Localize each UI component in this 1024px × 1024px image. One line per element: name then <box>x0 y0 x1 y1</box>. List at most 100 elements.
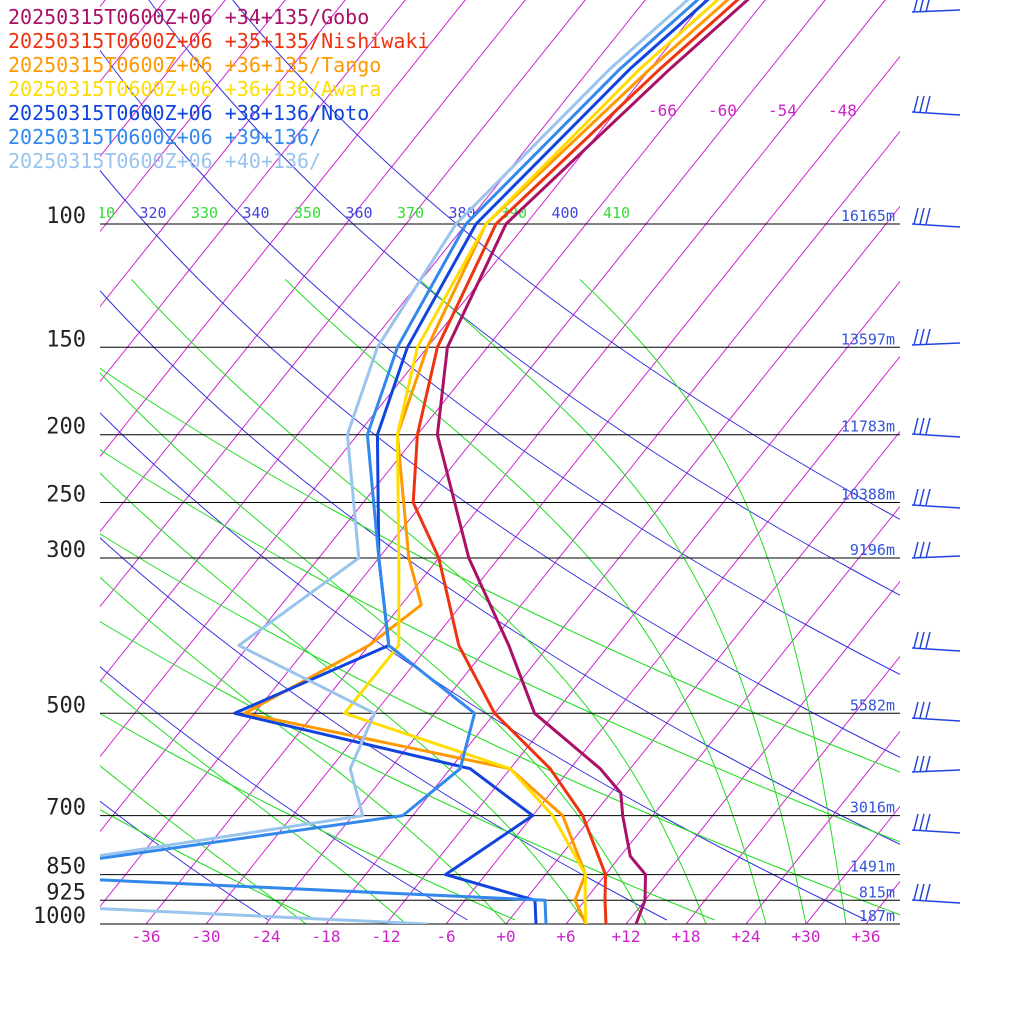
pressure-label: 850 <box>46 855 86 880</box>
series-line <box>243 0 730 924</box>
pressure-label: 500 <box>46 693 86 718</box>
isotherm-line <box>100 0 286 233</box>
height-label: 815m <box>859 883 895 901</box>
wind-barb <box>911 813 961 834</box>
wind-barb <box>911 883 961 904</box>
series-line <box>100 0 690 924</box>
x-tick-labels: -36 -30 -24 -18 -12 -6 +0 +6 +12 +18 +24 +30 +36 <box>132 927 881 946</box>
height-label: 3016m <box>850 799 895 817</box>
series-line <box>100 0 700 924</box>
theta-label: 350 <box>294 204 321 222</box>
moist-adiabat-line <box>100 621 715 921</box>
isotherm-line <box>385 280 900 924</box>
wind-barb <box>911 417 961 438</box>
series-line <box>343 0 720 924</box>
dry-adiabat-line <box>148 0 900 596</box>
height-label: 187m <box>859 907 895 925</box>
moist-adiabat-line <box>100 449 900 843</box>
x-tick-label: +6 <box>556 927 575 946</box>
isotherm-line <box>100 0 346 308</box>
isobar-lines <box>100 223 900 925</box>
moist-adiabat-line <box>100 679 407 924</box>
top-isotherm-labels: -66 -60 -54 -48 <box>648 101 857 120</box>
theta-label: 360 <box>346 204 373 222</box>
pressure-label: 100 <box>46 204 86 229</box>
legend-entry: 20250315T0600Z+06 +36+135/Tango <box>8 53 381 77</box>
height-label: 10388m <box>841 486 895 504</box>
dry-adiabat-line <box>232 0 900 520</box>
isotherm-line <box>265 130 900 924</box>
isotherm-line <box>445 355 900 924</box>
x-tick-label: +18 <box>672 927 701 946</box>
moist-adiabat-line <box>100 533 900 916</box>
moist-adiabat-line <box>100 712 516 921</box>
theta-label: 310 <box>88 204 115 222</box>
theta-label: 410 <box>603 204 630 222</box>
isotherm-line <box>865 880 900 924</box>
pressure-label: 200 <box>46 415 86 440</box>
height-label: 5582m <box>850 696 895 714</box>
height-label: 11783m <box>841 418 895 436</box>
wind-barb <box>911 755 961 773</box>
wind-barb <box>911 328 961 346</box>
wind-barb <box>911 95 961 116</box>
legend: 20250315T0600Z+06 +34+135/Gobo20250315T0… <box>8 5 429 173</box>
isotherm-line <box>625 580 900 924</box>
wind-barb <box>911 488 961 509</box>
theta-label: 330 <box>191 204 218 222</box>
wind-barbs <box>911 0 961 904</box>
isotherm-label: -54 <box>768 101 797 120</box>
height-labels: 16165m 13597m 11783m 10388m 9196m 5582m 3016m 1… <box>841 207 895 925</box>
x-tick-label: -36 <box>132 927 161 946</box>
isotherm-line <box>745 730 900 924</box>
x-tick-label: +0 <box>496 927 515 946</box>
wind-barb <box>911 631 961 652</box>
series-line <box>411 0 740 924</box>
dry-adiabat-line <box>100 290 900 845</box>
dry-adiabat-line <box>100 49 900 676</box>
x-tick-label: +24 <box>732 927 761 946</box>
theta-labels: 310 320 330 340 350 360 370 380 390 400 410 <box>88 204 630 222</box>
isotherm-line <box>805 805 900 924</box>
isotherm-line <box>565 505 900 924</box>
x-tick-label: -18 <box>312 927 341 946</box>
moist-adiabat-line <box>284 279 767 924</box>
wind-barb <box>911 207 961 228</box>
legend-entry: 20250315T0600Z+06 +38+136/Noto <box>8 101 369 125</box>
isotherm-line <box>685 655 900 924</box>
x-tick-label: +36 <box>852 927 881 946</box>
pressure-label: 250 <box>46 483 86 508</box>
isotherm-line <box>986 0 1024 924</box>
sounding-series <box>100 0 750 924</box>
theta-label: 340 <box>243 204 270 222</box>
moist-adiabat-line <box>100 372 647 924</box>
isotherm-line <box>100 0 406 383</box>
moist-adiabat-line <box>100 765 307 924</box>
moist-adiabat-line <box>418 279 807 924</box>
dry-adiabat-lines <box>100 0 900 921</box>
dry-adiabat-line <box>100 412 867 921</box>
wind-barb <box>911 0 961 13</box>
x-tick-label: -30 <box>192 927 221 946</box>
wind-barb <box>911 701 961 722</box>
x-tick-label: -6 <box>436 927 455 946</box>
isotherm-line <box>926 0 1024 924</box>
isotherm-line <box>100 0 226 158</box>
height-label: 1491m <box>850 858 895 876</box>
moist-adiabat-line <box>100 472 587 924</box>
theta-label: 370 <box>397 204 424 222</box>
x-tick-label: -12 <box>372 927 401 946</box>
wind-barb <box>911 541 961 559</box>
moist-adiabat-line <box>100 576 507 924</box>
dry-adiabat-line <box>100 666 468 921</box>
dry-adiabat-line <box>100 169 900 758</box>
pressure-label: 925 <box>46 880 86 905</box>
moist-adiabat-line <box>579 279 847 924</box>
height-label: 9196m <box>850 541 895 559</box>
theta-label: 320 <box>140 204 167 222</box>
pressure-label: 300 <box>46 538 86 563</box>
x-tick-label: -24 <box>252 927 281 946</box>
pressure-label: 700 <box>46 796 86 821</box>
